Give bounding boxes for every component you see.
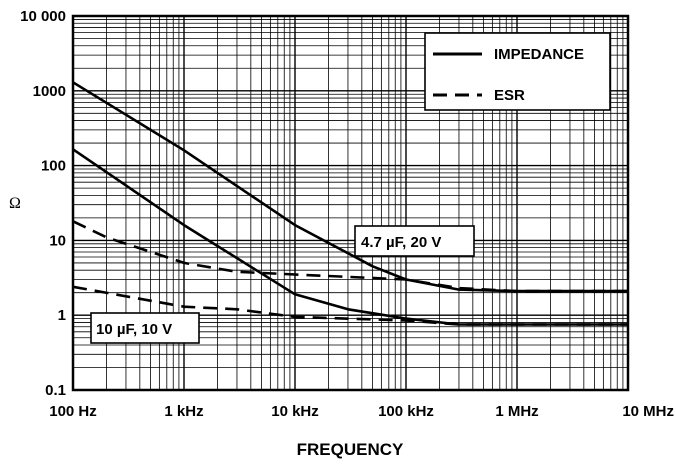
annotation-4-7uf-label: 4.7 µF, 20 V xyxy=(361,234,441,251)
annotation-10uf: 10 µF, 10 V xyxy=(90,312,200,344)
legend-impedance-label: IMPEDANCE xyxy=(494,46,584,63)
y-tick-label: 1 xyxy=(58,307,66,324)
annotation-10uf-label: 10 µF, 10 V xyxy=(96,321,172,338)
legend: IMPEDANCE ESR xyxy=(424,32,611,111)
x-tick-labels: 100 Hz 1 kHz 10 kHz 100 kHz 1 MHz 10 MHz xyxy=(49,403,674,420)
y-tick-label: 1000 xyxy=(33,83,66,100)
annotation-10uf-box xyxy=(90,312,200,344)
plot-frame xyxy=(71,14,630,392)
y-axis-label: Ω xyxy=(9,195,21,212)
impedance-line xyxy=(72,148,628,326)
legend-box xyxy=(424,32,611,111)
x-tick-label: 1 kHz xyxy=(164,403,203,420)
y-tick-labels: 0.1 1 10 100 1000 10 000 xyxy=(20,8,66,399)
x-tick-label: 1 MHz xyxy=(495,403,538,420)
x-tick-label: 10 MHz xyxy=(622,403,674,420)
y-tick-label: 10 xyxy=(49,232,66,249)
x-axis-label: FREQUENCY xyxy=(297,440,404,459)
y-tick-label: 10 000 xyxy=(20,8,66,25)
x-tick-label: 100 kHz xyxy=(378,403,434,420)
legend-esr-label: ESR xyxy=(494,87,525,104)
y-tick-label: 0.1 xyxy=(45,382,66,399)
annotation-4-7uf: 4.7 µF, 20 V xyxy=(354,225,475,257)
x-tick-label: 100 Hz xyxy=(49,403,97,420)
annotation-4-7uf-box xyxy=(354,225,475,257)
esr-line xyxy=(72,285,628,326)
esr-line xyxy=(72,220,628,293)
x-tick-label: 10 kHz xyxy=(271,403,319,420)
y-tick-label: 100 xyxy=(41,158,66,175)
curves xyxy=(72,81,628,326)
